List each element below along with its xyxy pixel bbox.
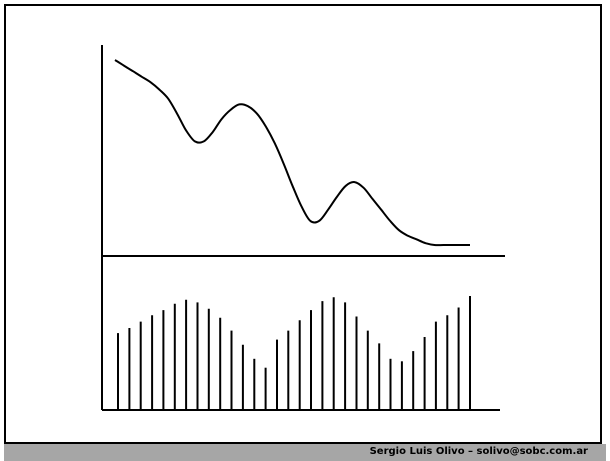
bar-series-layer [117, 296, 471, 410]
footer-credit: Sergio Luis Olivo – solivo@sobc.com.ar [369, 446, 588, 457]
line-series [114, 59, 470, 247]
slide-frame [4, 4, 602, 444]
line-series-layer [114, 59, 470, 247]
footer-bar: Sergio Luis Olivo – solivo@sobc.com.ar [4, 444, 606, 461]
